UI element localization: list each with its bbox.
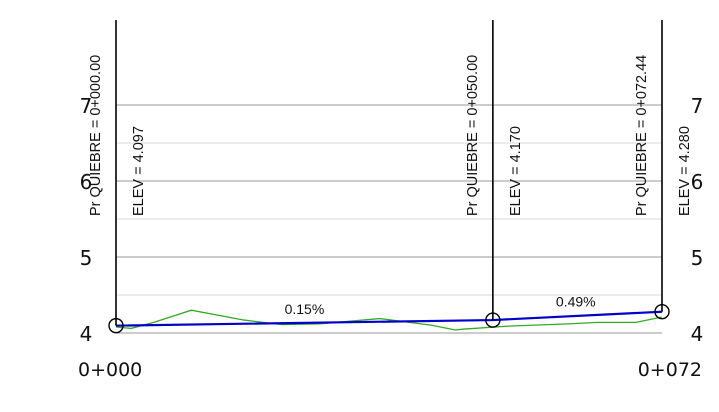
existing-ground-series xyxy=(115,309,663,331)
breakpoint-station-label: Pr QUIEBRE = 0+072.44 xyxy=(634,55,650,216)
breakpoint-marker xyxy=(485,312,501,328)
breakpoint-elevation-label: ELEV = 4.280 xyxy=(677,126,693,216)
right-elevation-label: 5 xyxy=(691,246,704,270)
left-elevation-label: 6 xyxy=(80,170,93,194)
major-grid xyxy=(116,104,662,334)
right-elevation-label: 7 xyxy=(691,94,704,118)
minor-grid xyxy=(116,142,662,296)
station-label: 0+000 xyxy=(78,359,142,381)
breakpoint-marker xyxy=(108,317,124,334)
breakpoint-marker xyxy=(654,304,670,320)
right-elevation-label: 6 xyxy=(691,170,704,194)
breakpoint-verticals xyxy=(108,20,670,334)
existing-ground-line xyxy=(115,309,663,331)
breakpoint-elevation-label: ELEV = 4.170 xyxy=(508,126,524,216)
right-elevation-label: 4 xyxy=(691,322,704,346)
breakpoint-station-label: Pr QUIEBRE = 0+000.00 xyxy=(88,55,104,216)
left-elevation-label: 7 xyxy=(80,94,93,118)
station-label: 0+072 xyxy=(638,359,702,381)
left-elevation-label: 5 xyxy=(80,246,93,270)
breakpoint-station-label: Pr QUIEBRE = 0+050.00 xyxy=(465,55,481,216)
grade-label: 0.15% xyxy=(285,301,325,317)
left-elevation-label: 4 xyxy=(80,322,93,346)
annotation-labels: 4 45 56 67 7Pr QUIEBRE = 0+000.00 ELEV = 4.09… xyxy=(78,55,703,381)
breakpoint-elevation-label: ELEV = 4.097 xyxy=(131,126,147,216)
grade-label: 0.49% xyxy=(556,293,596,309)
